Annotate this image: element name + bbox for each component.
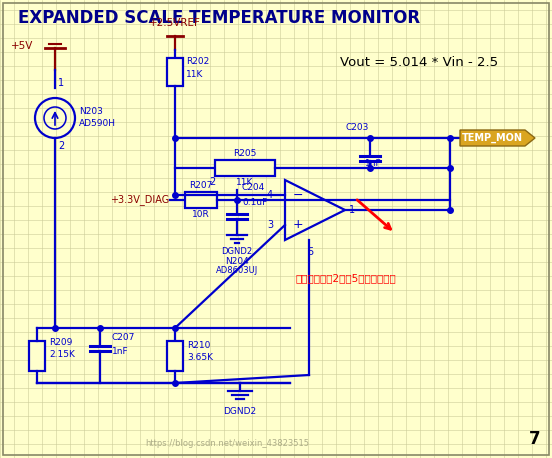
Text: +3.3V_DIAG: +3.3V_DIAG	[110, 195, 169, 206]
Text: R207: R207	[189, 181, 213, 190]
Text: N204: N204	[225, 257, 249, 266]
Text: C204: C204	[242, 183, 266, 192]
Text: AD590H: AD590H	[79, 119, 116, 127]
FancyBboxPatch shape	[167, 58, 183, 86]
Text: R202: R202	[186, 57, 209, 66]
Text: 1: 1	[349, 205, 355, 215]
Text: 4: 4	[267, 190, 273, 200]
Text: 7: 7	[528, 430, 540, 448]
Text: 2.15K: 2.15K	[49, 350, 75, 359]
Text: 2: 2	[209, 177, 215, 187]
Text: TEMP_MON: TEMP_MON	[462, 133, 523, 143]
Text: N203: N203	[79, 107, 103, 115]
Text: 0.1uF: 0.1uF	[242, 198, 267, 207]
Text: R210: R210	[187, 341, 210, 350]
Text: DGND2: DGND2	[224, 407, 257, 416]
Text: 原理图有误，2脚和5脚应对调，正: 原理图有误，2脚和5脚应对调，正	[295, 273, 396, 283]
Text: +2.5VREF: +2.5VREF	[149, 18, 201, 28]
Text: 11K: 11K	[186, 70, 203, 79]
FancyBboxPatch shape	[29, 341, 45, 371]
Text: C207: C207	[112, 333, 135, 343]
Text: 5: 5	[307, 247, 313, 257]
FancyBboxPatch shape	[215, 160, 275, 176]
Text: 10R: 10R	[192, 210, 210, 219]
Text: 1nF: 1nF	[365, 159, 381, 168]
Text: +5V: +5V	[10, 41, 33, 51]
Text: 11K: 11K	[236, 178, 254, 187]
Polygon shape	[460, 130, 535, 146]
Text: 2: 2	[58, 141, 64, 151]
Text: 3: 3	[267, 220, 273, 230]
Text: 1: 1	[58, 78, 64, 88]
FancyBboxPatch shape	[185, 192, 217, 208]
Text: DGND2: DGND2	[221, 247, 253, 256]
Text: 1nF: 1nF	[112, 347, 129, 355]
Text: R205: R205	[233, 149, 257, 158]
FancyBboxPatch shape	[167, 341, 183, 371]
Text: C203: C203	[345, 123, 368, 132]
Text: +: +	[293, 218, 304, 231]
Text: Vout = 5.014 * Vin - 2.5: Vout = 5.014 * Vin - 2.5	[340, 56, 498, 70]
Text: 3.65K: 3.65K	[187, 353, 213, 362]
Text: https://blog.csdn.net/weixin_43823515: https://blog.csdn.net/weixin_43823515	[145, 439, 309, 448]
Text: −: −	[293, 189, 304, 202]
Text: AD8603UJ: AD8603UJ	[216, 266, 258, 275]
Text: R209: R209	[49, 338, 72, 347]
Text: EXPANDED SCALE TEMPERATURE MONITOR: EXPANDED SCALE TEMPERATURE MONITOR	[18, 9, 420, 27]
